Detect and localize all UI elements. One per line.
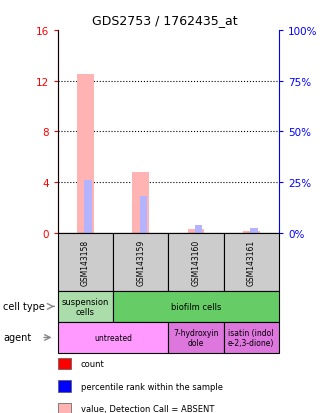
Text: agent: agent xyxy=(3,332,32,343)
Text: untreated: untreated xyxy=(94,333,132,342)
Text: value, Detection Call = ABSENT: value, Detection Call = ABSENT xyxy=(81,404,214,413)
Text: 7-hydroxyin
dole: 7-hydroxyin dole xyxy=(173,328,219,347)
Bar xyxy=(84,181,92,233)
Text: GSM143160: GSM143160 xyxy=(191,239,200,285)
Bar xyxy=(77,75,94,233)
Text: GSM143161: GSM143161 xyxy=(247,239,256,285)
Text: count: count xyxy=(81,359,105,368)
Text: GDS2753 / 1762435_at: GDS2753 / 1762435_at xyxy=(92,14,238,27)
Bar xyxy=(195,225,202,233)
Bar xyxy=(140,197,147,233)
Text: biofilm cells: biofilm cells xyxy=(171,302,221,311)
Text: isatin (indol
e-2,3-dione): isatin (indol e-2,3-dione) xyxy=(228,328,275,347)
Bar xyxy=(243,231,259,233)
Bar xyxy=(132,173,149,233)
Bar xyxy=(188,230,204,233)
Text: GSM143158: GSM143158 xyxy=(81,239,90,285)
Text: suspension
cells: suspension cells xyxy=(62,297,109,316)
Text: GSM143159: GSM143159 xyxy=(136,239,145,285)
Text: cell type: cell type xyxy=(3,301,45,312)
Text: percentile rank within the sample: percentile rank within the sample xyxy=(81,382,223,391)
Bar xyxy=(250,228,258,233)
